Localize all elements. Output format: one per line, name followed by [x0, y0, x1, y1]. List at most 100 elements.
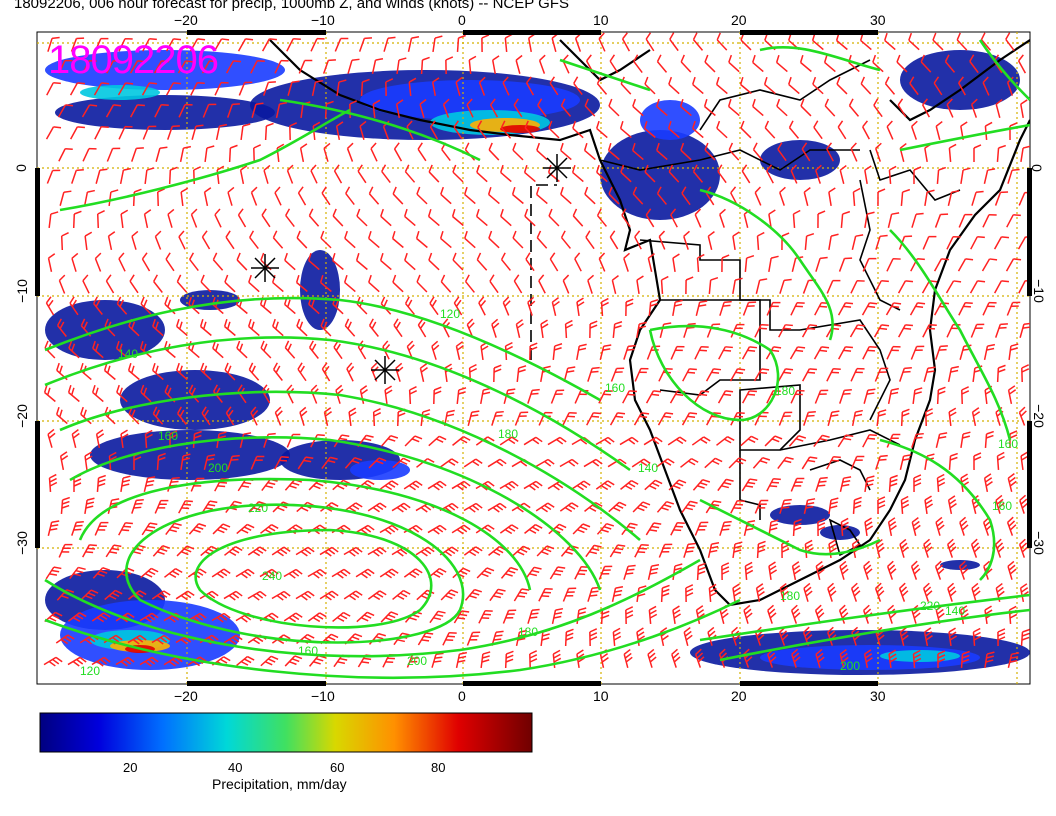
wind-barb [608, 98, 620, 117]
wind-barb [404, 296, 415, 315]
wind-barb [839, 649, 849, 668]
wind-barb [973, 144, 982, 163]
wind-barb [827, 582, 837, 602]
wind-barb [59, 190, 72, 206]
wind-barb [264, 122, 274, 141]
wind-barb [499, 524, 519, 535]
contour-label: 220 [248, 501, 268, 515]
wind-barb [718, 346, 733, 360]
wind-barb [513, 274, 523, 294]
wind-barb [643, 120, 656, 139]
wind-barb [551, 607, 564, 625]
wind-barb [489, 588, 506, 602]
wind-barb [802, 368, 817, 382]
wind-barb [275, 101, 288, 119]
wind-barb [860, 76, 872, 95]
wind-barb [1007, 385, 1017, 405]
wind-barb [298, 59, 313, 74]
wind-barb [660, 275, 669, 295]
wind-barb [452, 164, 464, 183]
wind-barb [611, 275, 619, 294]
wind-barb [238, 81, 253, 96]
wind-barb [295, 274, 308, 293]
wind-barb [322, 59, 336, 74]
wind-barb [799, 54, 812, 73]
wind-barb [548, 120, 560, 139]
wind-barb [239, 165, 248, 185]
wind-barb [671, 648, 681, 668]
wind-barb [888, 165, 897, 185]
height-contours [44, 39, 1030, 679]
wind-barb [180, 453, 191, 471]
wind-barb [812, 76, 824, 95]
wind-barb [776, 98, 788, 117]
wind-barb [201, 406, 211, 426]
wind-barb [754, 186, 762, 206]
wind-barb [1005, 258, 1022, 272]
wind-barb [732, 541, 743, 559]
wind-barb [45, 296, 55, 316]
wind-barb [874, 582, 885, 602]
wind-barb [476, 567, 495, 579]
wind-barb [130, 104, 145, 118]
wind-barb [586, 412, 601, 426]
wind-barb [983, 473, 993, 493]
wind-barb [120, 429, 129, 449]
wind-barb [202, 103, 217, 118]
wind-barb [667, 120, 680, 139]
wind-barb [396, 57, 407, 75]
wind-barb [730, 323, 745, 338]
lon-tick-top: 20 [731, 12, 747, 28]
wind-barb [1007, 652, 1020, 668]
wind-barb [716, 120, 728, 139]
wind-barb [392, 186, 404, 205]
wind-barb [442, 98, 450, 118]
wind-barb [741, 164, 751, 184]
wind-barb [297, 186, 307, 206]
wind-barb [884, 32, 896, 51]
wind-barb [911, 516, 921, 536]
wind-barb [913, 474, 922, 493]
wind-barb [357, 164, 367, 184]
wind-barb [343, 274, 356, 293]
wind-barb [801, 142, 811, 162]
wind-barb [922, 235, 937, 250]
wind-barb [59, 451, 69, 471]
wind-barb [368, 457, 387, 469]
wind-barb [672, 605, 682, 625]
wind-barb [321, 186, 331, 206]
wind-barb [755, 583, 765, 603]
wind-barb [416, 186, 428, 205]
wind-barb [503, 388, 516, 404]
wind-barb [789, 346, 806, 360]
wind-barb [46, 82, 61, 96]
wind-barb [947, 365, 960, 383]
lat-tick-left: −10 [13, 279, 30, 303]
wind-barb [523, 436, 543, 446]
wind-barb [970, 236, 985, 250]
wind-barb [622, 390, 637, 404]
wind-barb [721, 562, 730, 581]
wind-barb [524, 208, 536, 227]
wind-barb [380, 208, 392, 227]
wind-barb [367, 230, 380, 249]
wind-barb [178, 230, 186, 250]
wind-barb [852, 187, 861, 207]
wind-barb [715, 76, 728, 95]
wind-barb [504, 341, 513, 361]
wind-barb [323, 407, 332, 426]
wind-barb [536, 545, 555, 557]
wind-barb [695, 605, 705, 625]
wind-barb [334, 37, 349, 52]
wind-barb [94, 521, 109, 536]
wind-barb [875, 234, 888, 250]
wind-barb [368, 274, 380, 293]
wind-barb [417, 142, 427, 162]
wind-barb [345, 186, 355, 206]
wind-barb [523, 164, 536, 183]
wind-barb [633, 412, 650, 426]
wind-barb [790, 477, 805, 492]
wind-barb [477, 120, 487, 140]
wind-barb [633, 54, 643, 74]
wind-barb [391, 502, 411, 513]
